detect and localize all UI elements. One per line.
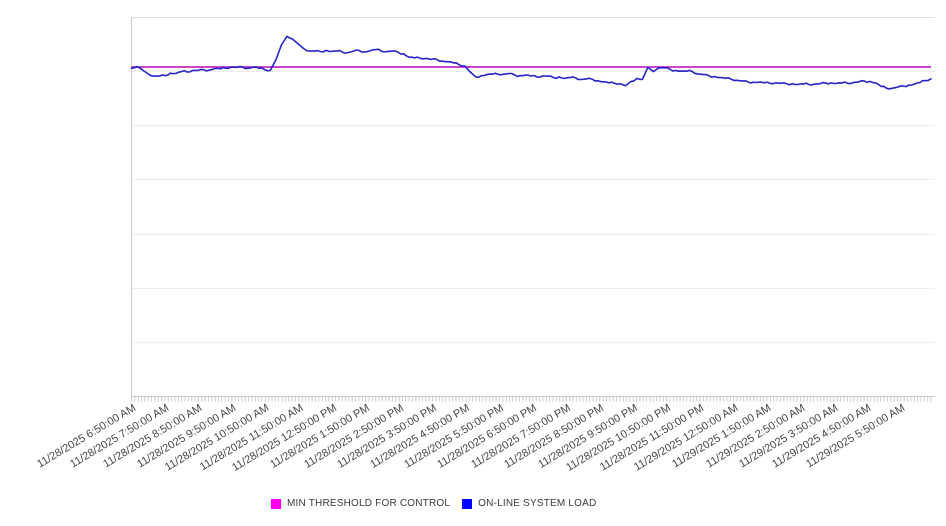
chart-legend: MIN THRESHOLD FOR CONTROL ON-LINE SYSTEM … bbox=[271, 498, 596, 509]
legend-swatch-icon bbox=[462, 498, 473, 509]
legend-item-on-line-system-load[interactable]: ON-LINE SYSTEM LOAD bbox=[462, 498, 596, 509]
legend-swatch-icon bbox=[271, 498, 281, 509]
legend-label: MIN THRESHOLD FOR CONTROL bbox=[287, 498, 451, 509]
legend-item-min-threshold-for-control[interactable]: MIN THRESHOLD FOR CONTROL bbox=[271, 498, 450, 509]
load-series-line bbox=[130, 35, 932, 90]
legend-label: ON-LINE SYSTEM LOAD bbox=[478, 498, 597, 509]
